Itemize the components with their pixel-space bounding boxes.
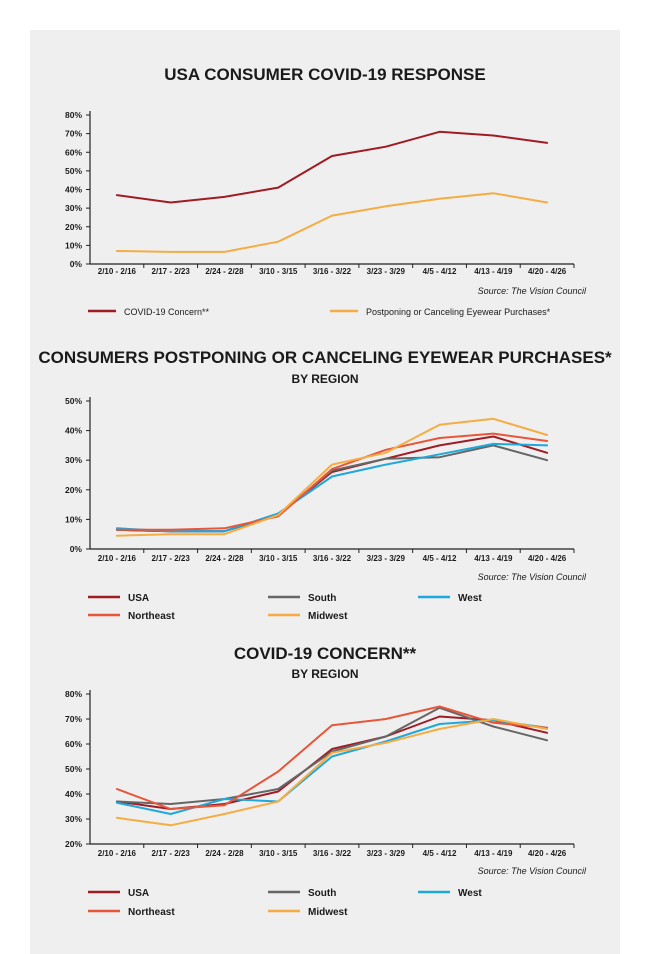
legend-label: USA [128,593,149,604]
x-tick-label: 2/17 - 2/23 [152,267,191,276]
legend-label: Northeast [128,907,175,918]
chart-subtitle: BY REGION [291,667,358,681]
x-tick-label: 3/23 - 3/29 [367,849,406,858]
legend-label: Northeast [128,611,175,622]
y-tick-label: 10% [65,514,82,524]
x-tick-label: 3/23 - 3/29 [367,554,406,563]
y-tick-label: 0% [70,259,83,269]
source-note: Source: The Vision Council [478,866,587,876]
y-tick-label: 80% [65,110,82,120]
chart-title: CONSUMERS POSTPONING OR CANCELING EYEWEA… [38,348,612,367]
x-tick-label: 2/17 - 2/23 [152,554,191,563]
series-line-usa [115,715,549,810]
x-tick-label: 4/13 - 4/19 [474,267,513,276]
y-tick-label: 30% [65,455,82,465]
y-tick-label: 40% [65,426,82,436]
legend-label: West [458,593,482,604]
chart-title: COVID-19 CONCERN** [234,644,417,663]
y-tick-label: 40% [65,789,82,799]
x-tick-label: 4/20 - 4/26 [528,554,567,563]
y-tick-label: 70% [65,714,82,724]
y-tick-label: 0% [70,544,83,554]
series-line-northeast [115,705,549,810]
x-tick-label: 2/10 - 2/16 [98,267,137,276]
x-tick-label: 2/10 - 2/16 [98,849,137,858]
x-tick-label: 3/10 - 3/15 [259,849,298,858]
legend-label: South [308,593,336,604]
y-tick-label: 30% [65,203,82,213]
x-tick-label: 2/24 - 2/28 [205,554,244,563]
x-tick-label: 4/13 - 4/19 [474,849,513,858]
x-tick-label: 2/10 - 2/16 [98,554,137,563]
x-tick-label: 4/20 - 4/26 [528,849,567,858]
x-tick-label: 3/10 - 3/15 [259,554,298,563]
x-tick-label: 4/20 - 4/26 [528,267,567,276]
chart-3: COVID-19 CONCERN** BY REGION 20% 30% 40% 50% 6… [65,644,587,918]
y-tick-label: 60% [65,147,82,157]
x-tick-label: 4/5 - 4/12 [423,849,457,858]
y-tick-label: 20% [65,222,82,232]
y-tick-label: 20% [65,839,82,849]
x-tick-label: 3/10 - 3/15 [259,267,298,276]
series-line-usa [115,435,549,533]
series-line-south [115,706,549,805]
chart-1: USA CONSUMER COVID-19 RESPONSE 0% 10% 20% 30… [65,65,587,317]
legend: USA South West Northeast Midwest [88,593,482,622]
series-line-midwest [115,417,549,537]
x-tick-label: 4/5 - 4/12 [423,554,457,563]
y-tick-label: 50% [65,166,82,176]
series-line-south [115,444,549,533]
series-line-covid-19-concern [115,130,549,204]
x-tick-label: 3/16 - 3/22 [313,554,352,563]
y-tick-label: 40% [65,185,82,195]
x-tick-label: 3/16 - 3/22 [313,267,352,276]
legend-label: COVID-19 Concern** [124,307,210,317]
legend: COVID-19 Concern** Postponing or Cancelin… [88,307,551,317]
y-tick-label: 60% [65,739,82,749]
x-tick-label: 3/23 - 3/29 [367,267,406,276]
chart-2: CONSUMERS POSTPONING OR CANCELING EYEWEA… [38,348,612,622]
y-tick-label: 10% [65,240,82,250]
chart-title: USA CONSUMER COVID-19 RESPONSE [164,65,485,84]
series-line-west [115,442,549,533]
x-tick-label: 2/24 - 2/28 [205,267,244,276]
source-note: Source: The Vision Council [478,286,587,296]
series-line-midwest [115,718,549,827]
x-tick-label: 3/16 - 3/22 [313,849,352,858]
y-tick-label: 80% [65,689,82,699]
source-note: Source: The Vision Council [478,572,587,582]
y-tick-label: 20% [65,485,82,495]
legend-label: Midwest [308,611,348,622]
x-tick-label: 2/24 - 2/28 [205,849,244,858]
y-tick-label: 70% [65,129,82,139]
legend-label: South [308,888,336,899]
series-line-postponing-or-canceling-eyewear-purchases [115,192,549,253]
legend-label: West [458,888,482,899]
series-line-west [115,719,549,815]
legend-label: USA [128,888,149,899]
infographic-panel [30,30,620,954]
legend-label: Midwest [308,907,348,918]
x-tick-label: 4/13 - 4/19 [474,554,513,563]
series-line-northeast [115,432,549,531]
y-tick-label: 50% [65,396,82,406]
y-tick-label: 30% [65,814,82,824]
y-tick-label: 50% [65,764,82,774]
legend-label: Postponing or Canceling Eyewear Purchase… [366,307,551,317]
legend: USA South West Northeast Midwest [88,888,482,918]
chart-subtitle: BY REGION [291,372,358,386]
x-tick-label: 4/5 - 4/12 [423,267,457,276]
x-tick-label: 2/17 - 2/23 [152,849,191,858]
